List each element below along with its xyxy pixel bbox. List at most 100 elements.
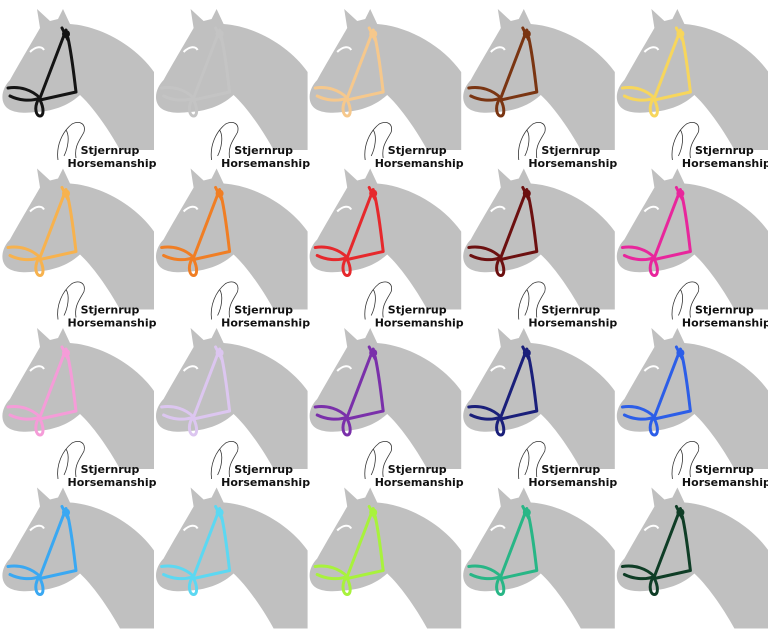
horse-head [616, 328, 768, 469]
halter-lead [187, 258, 199, 277]
halter-lead [187, 577, 199, 596]
eye [29, 524, 45, 532]
logo-line-2: Horsemanship [528, 157, 617, 170]
horse-head [309, 9, 462, 150]
logo-horse-sketch [671, 281, 700, 320]
halter-throat [38, 515, 78, 580]
eye [182, 205, 199, 213]
halter-lead [341, 258, 352, 277]
halter-lead [495, 258, 506, 277]
logo-line-2: Horsemanship [682, 476, 768, 489]
eye [336, 365, 353, 372]
eye [29, 365, 45, 372]
tile [463, 487, 615, 629]
horse-head [463, 9, 615, 150]
halter-lead [648, 98, 659, 118]
logo-line-1: Stjernrup [695, 463, 754, 476]
halter-throat [192, 36, 232, 102]
eye [182, 524, 199, 532]
halter-throat [499, 355, 539, 421]
halter-throat [652, 196, 692, 261]
logo-line-2: Horsemanship [528, 476, 617, 489]
halter-lead [648, 417, 659, 437]
logo-line-2: Horsemanship [221, 157, 310, 170]
horse-head [155, 9, 308, 150]
halter-throat [192, 196, 232, 261]
logo-horse-sketch [364, 441, 392, 480]
horse-head [463, 328, 615, 469]
logo-line-2: Horsemanship [682, 317, 768, 330]
logo-line-1: Stjernrup [234, 304, 293, 317]
logo-line-2: Horsemanship [68, 157, 157, 170]
eye [490, 46, 506, 53]
logo-line-1: Stjernrup [695, 144, 754, 157]
logo-line-2: Horsemanship [375, 317, 464, 330]
halter-knot [522, 30, 531, 38]
logo-horse-sketch [57, 441, 85, 480]
logo-line-2: Horsemanship [221, 476, 310, 489]
halter-lead [648, 577, 659, 596]
halter-knot [676, 189, 685, 198]
halter-lead [187, 98, 199, 118]
tile [2, 487, 154, 629]
halter-knot [522, 349, 531, 357]
horse-head [616, 168, 768, 310]
tile [309, 487, 462, 629]
eye [336, 205, 353, 213]
halter-throat [652, 515, 692, 580]
logo-horse-sketch [57, 122, 85, 161]
logo-line-1: Stjernrup [541, 304, 600, 317]
halter-knot [522, 508, 531, 517]
eye [29, 205, 45, 213]
logo-line-1: Stjernrup [81, 463, 140, 476]
halter-lead [34, 98, 45, 118]
halter-lead [341, 417, 352, 437]
eye [643, 46, 660, 53]
logo-line-1: Stjernrup [388, 144, 447, 157]
logo-line-2: Horsemanship [375, 476, 464, 489]
eye [643, 205, 660, 213]
halter-knot [369, 189, 378, 198]
halter-lead [34, 577, 45, 596]
logo-horse-sketch [210, 441, 239, 480]
halter-throat [345, 196, 385, 261]
horse-head [309, 328, 462, 469]
halter-knot [676, 508, 685, 517]
logo-line-2: Horsemanship [221, 317, 310, 330]
halter-lead [648, 258, 659, 277]
halter-knot [676, 349, 685, 357]
halter-knot [215, 508, 224, 517]
halter-throat [38, 36, 78, 102]
logo-line-1: Stjernrup [388, 304, 447, 317]
eye [643, 365, 660, 372]
horse-head [2, 9, 154, 150]
logo-line-1: Stjernrup [81, 144, 140, 157]
halter-knot [215, 349, 224, 357]
halter-knot [62, 189, 70, 198]
logo-horse-sketch [57, 281, 85, 320]
halter-throat [345, 355, 385, 421]
halter-knot [369, 349, 378, 357]
halter-lead [495, 577, 506, 596]
logo-horse-sketch [518, 122, 546, 161]
logo-line-2: Horsemanship [375, 157, 464, 170]
horse-head [616, 9, 768, 150]
horse-head [463, 487, 615, 629]
logo-horse-sketch [671, 441, 700, 480]
halter-knot [369, 30, 378, 38]
eye [490, 365, 506, 372]
logo-horse-sketch [671, 122, 700, 161]
halter-knot [215, 30, 224, 38]
halter-lead [495, 417, 506, 437]
eye [336, 524, 353, 532]
